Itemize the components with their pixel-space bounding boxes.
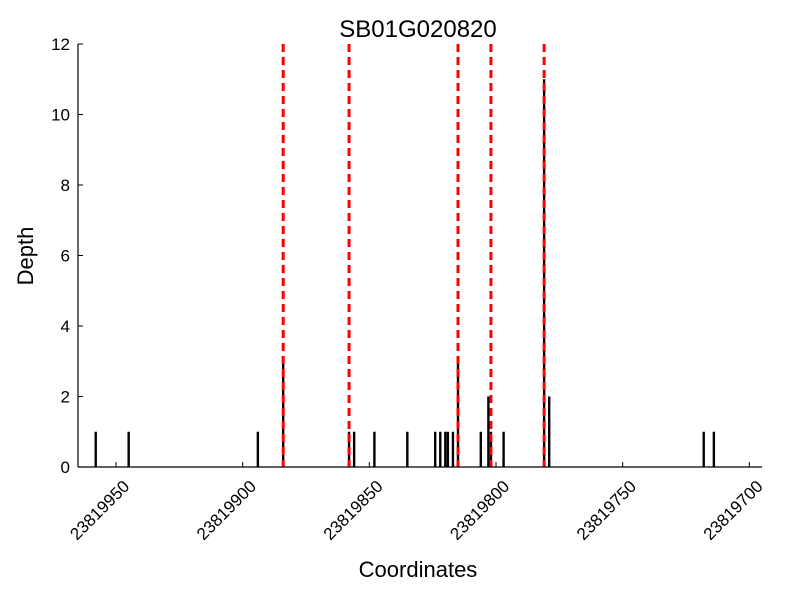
depth-bar-18	[542, 79, 546, 467]
markers-layer	[281, 44, 546, 467]
depth-bar-1	[127, 431, 130, 467]
x-axis-label: Coordinates	[359, 557, 478, 582]
chart-title: SB01G020820	[339, 16, 496, 43]
depth-bar-6	[373, 431, 376, 467]
bars-layer	[94, 79, 716, 467]
x-tick-label-1: 23819900	[193, 477, 260, 544]
y-axis-label: Depth	[13, 227, 38, 286]
y-tick-label-1: 2	[61, 388, 70, 407]
x-tick-label-2: 23819850	[320, 477, 387, 544]
axes-layer: 0 2 4 6 8 10 12 23819950 23819900 23819850 2381980…	[51, 35, 767, 544]
x-tick-label-5: 23819700	[700, 477, 767, 544]
x-tick-label-0: 23819950	[66, 477, 133, 544]
x-tick-label-4: 23819750	[573, 477, 640, 544]
depth-bar-19	[548, 396, 551, 467]
depth-bar-8	[434, 431, 437, 467]
depth-bar-12	[451, 431, 455, 467]
depth-bar-21	[712, 431, 716, 467]
depth-bar-2	[256, 431, 260, 467]
depth-bar-0	[94, 431, 97, 467]
y-tick-label-0: 0	[61, 458, 70, 477]
depth-bar-10	[444, 431, 447, 467]
depth-bar-9	[439, 431, 442, 467]
y-tick-label-3: 6	[61, 247, 70, 266]
depth-bar-20	[702, 431, 705, 467]
x-tick-label-3: 23819800	[446, 477, 513, 544]
y-tick-label-2: 4	[61, 317, 70, 336]
depth-bar-11	[446, 431, 450, 467]
depth-bar-14	[479, 431, 482, 467]
y-tick-label-4: 8	[61, 176, 70, 195]
depth-bar-17	[502, 431, 505, 467]
depth-bar-7	[406, 431, 409, 467]
y-tick-label-5: 10	[51, 106, 70, 125]
depth-bar-5	[352, 431, 356, 467]
depth-bar-15	[487, 396, 490, 467]
y-tick-label-6: 12	[51, 35, 70, 54]
